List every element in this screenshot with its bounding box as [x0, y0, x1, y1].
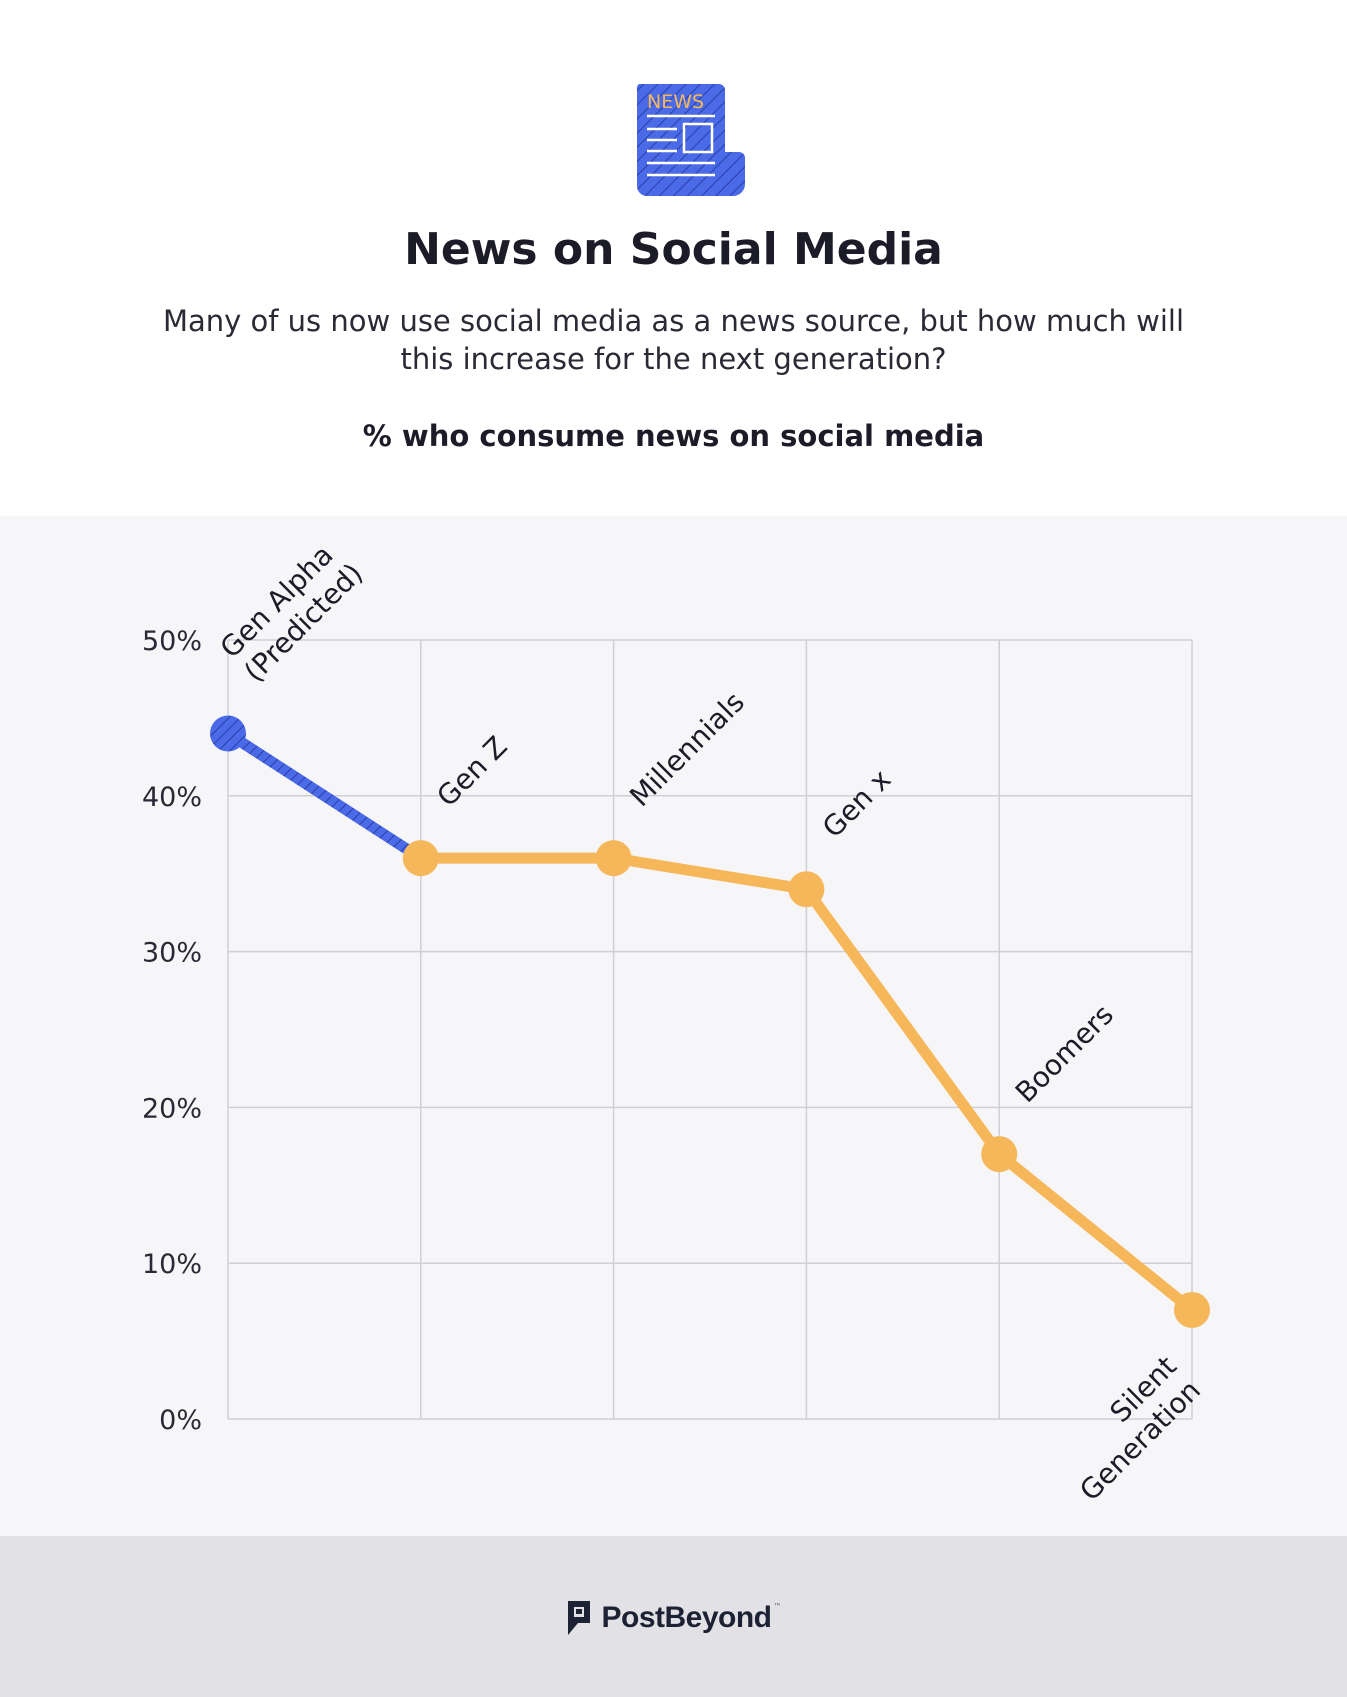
- y-tick-label: 20%: [142, 1093, 202, 1124]
- data-point: [1174, 1291, 1210, 1328]
- page-title: News on Social Media: [404, 224, 943, 275]
- newspaper-icon: NEWS: [636, 84, 745, 196]
- category-label: Gen Z: [430, 730, 513, 813]
- chart-area: 0% 10% 20% 30% 40% 50% Gen Alpha(Predicted) Gen…: [0, 516, 1347, 1536]
- brand-name: PostBeyond: [601, 1601, 772, 1634]
- header: NEWS News on Social Media Many of us now…: [0, 0, 1347, 516]
- data-point: [595, 840, 632, 877]
- category-label: Boomers: [1009, 998, 1120, 1109]
- category-label: SilentGeneration: [1049, 1350, 1207, 1508]
- data-point: [210, 715, 246, 752]
- footer: PostBeyond ™: [0, 1536, 1347, 1697]
- postbeyond-logo-icon: [568, 1601, 591, 1635]
- predicted-line: [222, 727, 427, 864]
- category-label-line: Gen Z: [430, 730, 513, 813]
- line-chart: 0% 10% 20% 30% 40% 50% Gen Alpha(Predicted) Gen…: [142, 533, 1210, 1508]
- data-point: [402, 840, 439, 877]
- category-label: Gen x: [816, 763, 897, 844]
- category-label-line: Millennials: [623, 685, 751, 813]
- category-label-line: Gen x: [816, 763, 897, 844]
- data-point: [788, 871, 825, 908]
- news-icon-label: NEWS: [647, 91, 704, 113]
- y-tick-label: 0%: [159, 1405, 202, 1436]
- y-tick-label: 50%: [142, 626, 202, 657]
- metric-label: % who consume news on social media: [362, 419, 985, 453]
- page-subtitle: Many of us now use social media as a new…: [162, 304, 1185, 376]
- y-tick-label: 30%: [142, 938, 202, 969]
- y-tick-label: 10%: [142, 1249, 202, 1280]
- trademark: ™: [773, 1602, 782, 1611]
- brand: PostBeyond ™: [0, 1598, 1347, 1638]
- y-tick-label: 40%: [142, 782, 202, 813]
- category-label: Millennials: [623, 685, 751, 813]
- data-point: [981, 1136, 1018, 1173]
- category-label: Gen Alpha(Predicted): [214, 533, 370, 689]
- category-label-line: Boomers: [1009, 998, 1120, 1109]
